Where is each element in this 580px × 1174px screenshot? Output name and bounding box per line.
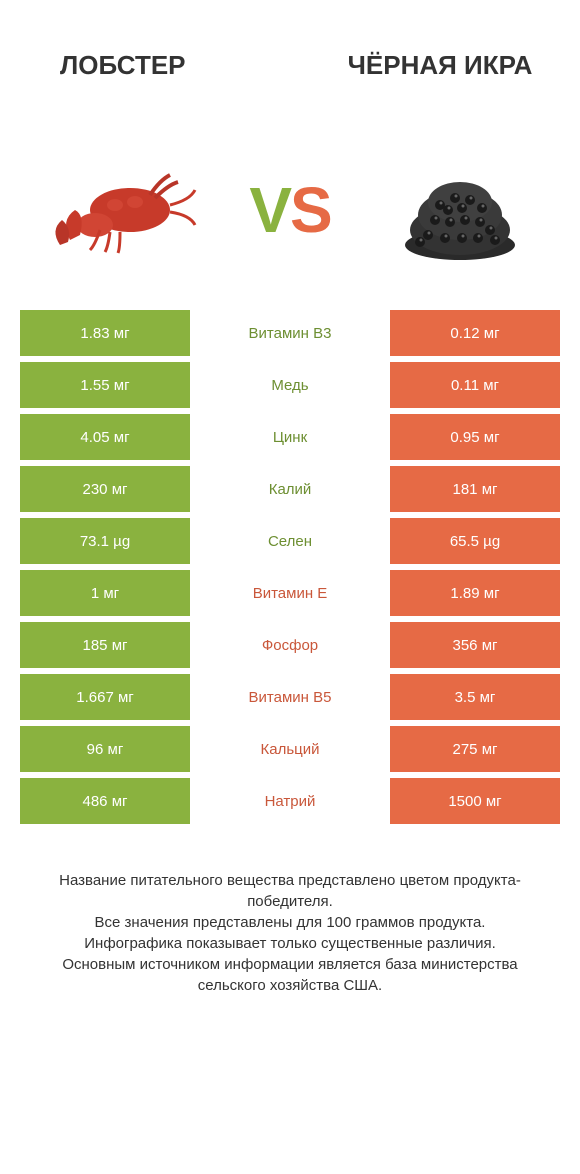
left-product-image: [30, 135, 210, 285]
nutrient-name-cell: Кальций: [190, 726, 390, 772]
nutrient-name-cell: Натрий: [190, 778, 390, 824]
table-row: 1.83 мгВитамин B30.12 мг: [20, 310, 560, 356]
nutrient-name-cell: Селен: [190, 518, 390, 564]
right-value-cell: 65.5 µg: [390, 518, 560, 564]
vs-label: VS: [249, 173, 330, 247]
infographic-container: ЛОБСТЕР ЧЁРНАЯ ИКРА VS: [0, 0, 580, 1174]
nutrient-name-cell: Фосфор: [190, 622, 390, 668]
nutrient-table: 1.83 мгВитамин B30.12 мг 1.55 мгМедь0.11 …: [0, 300, 580, 830]
table-row: 1.55 мгМедь0.11 мг: [20, 362, 560, 408]
nutrient-name-cell: Медь: [190, 362, 390, 408]
footer-line-3: Инфографика показывает только существенн…: [30, 933, 550, 954]
table-row: 1 мгВитамин E1.89 мг: [20, 570, 560, 616]
table-row: 4.05 мгЦинк0.95 мг: [20, 414, 560, 460]
vs-v: V: [249, 174, 290, 246]
footer-line-4: Основным источником информации является …: [30, 954, 550, 996]
right-value-cell: 1500 мг: [390, 778, 560, 824]
right-value-cell: 3.5 мг: [390, 674, 560, 720]
nutrient-name-cell: Витамин B5: [190, 674, 390, 720]
right-value-cell: 0.12 мг: [390, 310, 560, 356]
left-value-cell: 1 мг: [20, 570, 190, 616]
right-value-cell: 275 мг: [390, 726, 560, 772]
right-value-cell: 1.89 мг: [390, 570, 560, 616]
footer-line-1: Название питательного вещества представл…: [30, 870, 550, 912]
table-row: 486 мгНатрий1500 мг: [20, 778, 560, 824]
right-value-cell: 0.11 мг: [390, 362, 560, 408]
left-product-title: ЛОБСТЕР: [40, 51, 240, 80]
nutrient-name-cell: Цинк: [190, 414, 390, 460]
table-row: 96 мгКальций275 мг: [20, 726, 560, 772]
left-value-cell: 1.83 мг: [20, 310, 190, 356]
header-row: ЛОБСТЕР ЧЁРНАЯ ИКРА: [0, 0, 580, 120]
left-value-cell: 73.1 µg: [20, 518, 190, 564]
right-value-cell: 356 мг: [390, 622, 560, 668]
images-row: VS: [0, 120, 580, 300]
nutrient-name-cell: Калий: [190, 466, 390, 512]
left-value-cell: 1.667 мг: [20, 674, 190, 720]
right-value-cell: 0.95 мг: [390, 414, 560, 460]
caviar-icon: [390, 150, 530, 270]
left-value-cell: 230 мг: [20, 466, 190, 512]
right-value-cell: 181 мг: [390, 466, 560, 512]
left-value-cell: 96 мг: [20, 726, 190, 772]
table-row: 73.1 µgСелен65.5 µg: [20, 518, 560, 564]
nutrient-name-cell: Витамин E: [190, 570, 390, 616]
lobster-icon: [40, 150, 200, 270]
left-value-cell: 1.55 мг: [20, 362, 190, 408]
vs-s: S: [290, 174, 331, 246]
table-row: 1.667 мгВитамин B53.5 мг: [20, 674, 560, 720]
left-value-cell: 185 мг: [20, 622, 190, 668]
nutrient-name-cell: Витамин B3: [190, 310, 390, 356]
left-value-cell: 4.05 мг: [20, 414, 190, 460]
table-row: 230 мгКалий181 мг: [20, 466, 560, 512]
footer-notes: Название питательного вещества представл…: [0, 830, 580, 1016]
left-value-cell: 486 мг: [20, 778, 190, 824]
right-product-title: ЧЁРНАЯ ИКРА: [340, 51, 540, 80]
table-row: 185 мгФосфор356 мг: [20, 622, 560, 668]
footer-line-2: Все значения представлены для 100 граммо…: [30, 912, 550, 933]
right-product-image: [370, 135, 550, 285]
